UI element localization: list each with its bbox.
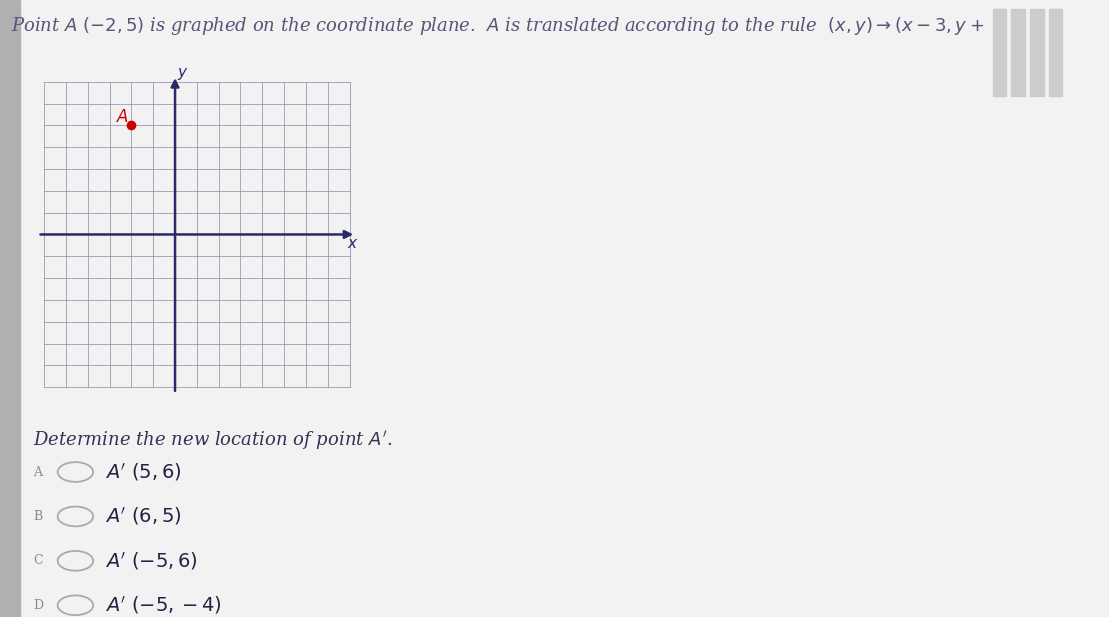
Text: $A$: $A$ bbox=[116, 109, 130, 126]
Text: $A'$ $(-5, 6)$: $A'$ $(-5, 6)$ bbox=[105, 550, 199, 572]
Text: $A'$ $(5, 6)$: $A'$ $(5, 6)$ bbox=[105, 461, 182, 483]
Text: $y$: $y$ bbox=[176, 67, 189, 83]
Text: Point $A$ $(-2, 5)$ is graphed on the coordinate plane.  $A$ is translated accor: Point $A$ $(-2, 5)$ is graphed on the co… bbox=[11, 15, 985, 38]
Text: $A'$ $(6, 5)$: $A'$ $(6, 5)$ bbox=[105, 505, 182, 528]
Text: Determine the new location of point $A'$.: Determine the new location of point $A'$… bbox=[33, 429, 393, 452]
Text: C: C bbox=[33, 554, 43, 568]
Text: $A'$ $(-5, -4)$: $A'$ $(-5, -4)$ bbox=[105, 594, 222, 616]
Text: $x$: $x$ bbox=[347, 236, 358, 251]
Text: A: A bbox=[33, 465, 42, 479]
Text: B: B bbox=[33, 510, 42, 523]
Text: D: D bbox=[33, 598, 43, 612]
